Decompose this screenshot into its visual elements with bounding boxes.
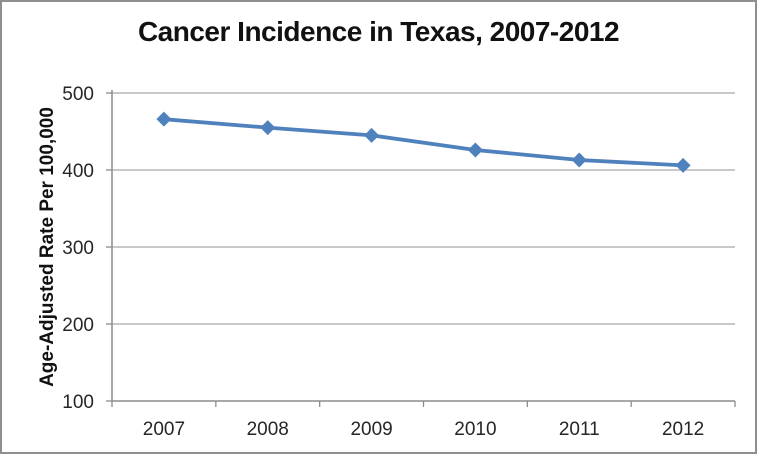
y-tick-label: 200 [62,315,94,336]
data-point-marker [156,111,172,127]
data-point-marker [364,127,380,143]
data-point-marker [467,142,483,158]
x-tick-label: 2007 [143,419,185,440]
x-tick-label: 2008 [247,419,289,440]
y-tick-label: 500 [62,84,94,105]
data-point-marker [571,152,587,168]
data-point-marker [675,157,691,173]
y-tick-label: 100 [62,392,94,413]
x-tick-label: 2012 [662,419,704,440]
y-tick-label: 400 [62,161,94,182]
x-tick-label: 2011 [559,419,600,440]
chart-title: Cancer Incidence in Texas, 2007-2012 [137,16,620,47]
y-tick-label: 300 [62,238,94,259]
data-point-marker [260,120,276,136]
x-tick-label: 2010 [454,419,496,440]
data-line [162,117,685,168]
x-tick-label: 2009 [350,419,392,440]
